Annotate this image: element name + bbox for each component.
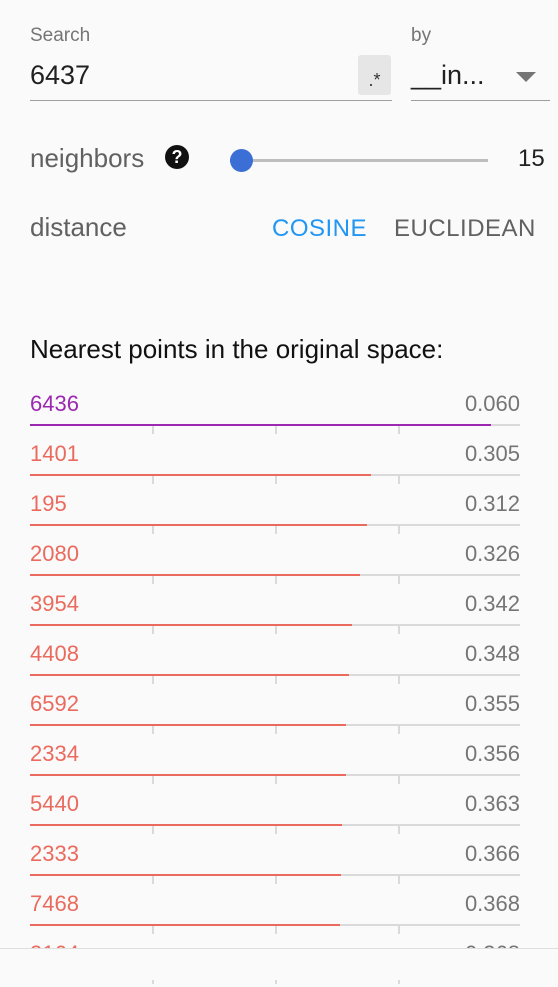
result-bar-tick [398, 926, 400, 934]
result-distance: 0.326 [464, 541, 520, 566]
result-bar [30, 924, 340, 926]
result-bar [30, 524, 367, 526]
search-input[interactable]: 6437 [30, 60, 91, 90]
result-bar-tick [152, 826, 154, 834]
result-bar-tick [398, 476, 400, 484]
result-row[interactable]: 2333 0.366 [30, 837, 520, 887]
result-row[interactable]: 2080 0.326 [30, 537, 520, 587]
bottom-panel [0, 949, 558, 980]
chevron-down-icon[interactable] [516, 72, 536, 82]
result-id[interactable]: 3954 [30, 591, 79, 616]
result-bar-tick [152, 926, 154, 934]
result-bar-tick [152, 876, 154, 884]
result-bar-tick [398, 876, 400, 884]
result-bar-tick [275, 676, 277, 684]
result-id[interactable]: 6592 [30, 691, 79, 716]
regex-toggle-button[interactable]: .* [358, 55, 391, 95]
result-bar-tick [398, 726, 400, 734]
result-distance: 0.363 [464, 791, 520, 816]
result-row[interactable]: 195 0.312 [30, 487, 520, 537]
result-bar-tick [398, 626, 400, 634]
result-bar-tick [275, 776, 277, 784]
result-id[interactable]: 2080 [30, 541, 79, 566]
result-bar [30, 624, 352, 626]
bottom-divider [0, 948, 558, 949]
result-bar [30, 574, 360, 576]
search-input-underline [30, 100, 392, 101]
result-bar [30, 424, 491, 426]
help-icon[interactable]: ? [165, 145, 189, 169]
result-bar-tick [275, 876, 277, 884]
result-bar-tick [152, 776, 154, 784]
by-select[interactable]: __in... [411, 60, 485, 90]
result-bar-tick [398, 776, 400, 784]
result-bar-tick [398, 576, 400, 584]
result-bar-tick [275, 726, 277, 734]
result-bar-tick [398, 826, 400, 834]
result-bar-tick [152, 576, 154, 584]
search-label: Search [30, 25, 91, 46]
neighbors-slider-thumb[interactable] [230, 149, 253, 172]
nearest-points-title: Nearest points in the original space: [30, 334, 444, 364]
by-select-underline [411, 100, 550, 101]
result-distance: 0.060 [464, 391, 520, 416]
result-bar-tick [152, 726, 154, 734]
euclidean-button[interactable]: EUCLIDEAN [394, 215, 536, 242]
by-label: by [411, 25, 432, 46]
result-bar-tick [275, 576, 277, 584]
result-bar-tick [275, 626, 277, 634]
result-distance: 0.368 [464, 891, 520, 916]
cosine-button[interactable]: COSINE [272, 215, 368, 242]
result-bar [30, 474, 371, 476]
result-distance: 0.348 [464, 641, 520, 666]
result-bar-tick [275, 826, 277, 834]
result-id[interactable]: 6436 [30, 391, 79, 416]
result-bar-tick [152, 526, 154, 534]
result-bar-tick [275, 426, 277, 434]
result-row[interactable]: 7468 0.368 [30, 887, 520, 937]
result-id[interactable]: 1401 [30, 441, 79, 466]
result-bar-tick [152, 426, 154, 434]
result-bar-tick [275, 926, 277, 934]
result-row[interactable]: 6592 0.355 [30, 687, 520, 737]
result-id[interactable]: 4408 [30, 641, 79, 666]
result-bar [30, 674, 349, 676]
result-distance: 0.356 [464, 741, 520, 766]
result-bar-tick [398, 426, 400, 434]
result-distance: 0.366 [464, 841, 520, 866]
result-bar-tick [398, 676, 400, 684]
result-id[interactable]: 195 [30, 491, 67, 516]
result-row[interactable]: 5440 0.363 [30, 787, 520, 837]
result-distance: 0.312 [464, 491, 520, 516]
result-bar-tick [152, 626, 154, 634]
result-bar-tick [152, 676, 154, 684]
neighbors-value: 15 [518, 145, 545, 172]
result-id[interactable]: 7468 [30, 891, 79, 916]
result-row[interactable]: 3954 0.342 [30, 587, 520, 637]
result-id[interactable]: 2334 [30, 741, 79, 766]
result-id[interactable]: 5440 [30, 791, 79, 816]
result-bar-tick [152, 476, 154, 484]
result-row[interactable]: 6436 0.060 [30, 387, 520, 437]
result-distance: 0.305 [464, 441, 520, 466]
neighbors-slider-track[interactable] [242, 159, 488, 162]
result-bar [30, 824, 342, 826]
result-bar-tick [275, 476, 277, 484]
result-row[interactable]: 1401 0.305 [30, 437, 520, 487]
result-bar [30, 774, 346, 776]
neighbors-label: neighbors [30, 143, 145, 173]
result-bar-tick [275, 526, 277, 534]
result-id[interactable]: 2333 [30, 841, 79, 866]
result-bar [30, 724, 346, 726]
result-bar [30, 874, 341, 876]
result-distance: 0.355 [464, 691, 520, 716]
result-row[interactable]: 2334 0.356 [30, 737, 520, 787]
result-distance: 0.342 [464, 591, 520, 616]
distance-label: distance [30, 212, 127, 242]
result-bar-tick [398, 526, 400, 534]
result-row[interactable]: 4408 0.348 [30, 637, 520, 687]
